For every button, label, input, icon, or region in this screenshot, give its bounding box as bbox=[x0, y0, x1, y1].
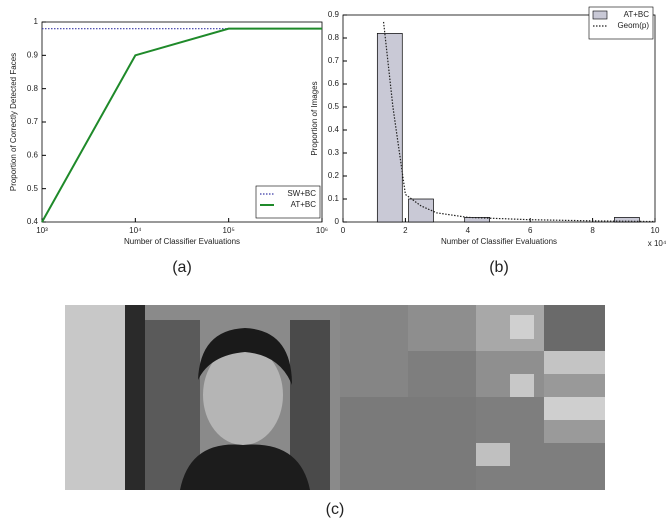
bar bbox=[376, 33, 403, 223]
y-tick-label: 0.5 bbox=[328, 102, 340, 111]
x-tick-label: 4 bbox=[466, 226, 471, 235]
y-axis-label: Proportion of Correctly Detected Faces bbox=[9, 53, 18, 191]
x-tick-label: 10⁴ bbox=[129, 226, 142, 235]
y-tick-label: 0.6 bbox=[27, 150, 39, 159]
x-axis-label: Number of Classifier Evaluations bbox=[124, 237, 240, 246]
caption: (b) bbox=[489, 259, 509, 276]
bar bbox=[408, 198, 434, 223]
caption: (a) bbox=[172, 259, 192, 276]
caption: (c) bbox=[326, 501, 345, 518]
x-tick-label: 6 bbox=[528, 226, 533, 235]
x-multiplier: x 10⁴ bbox=[648, 239, 667, 248]
x-tick-label: 2 bbox=[403, 226, 408, 235]
y-tick-label: 0.7 bbox=[328, 56, 340, 65]
y-tick-label: 0 bbox=[335, 217, 340, 226]
photo-panel bbox=[65, 305, 605, 490]
legend bbox=[255, 185, 321, 219]
x-tick-label: 8 bbox=[590, 226, 595, 235]
y-tick-label: 0.4 bbox=[27, 217, 39, 226]
y-tick-label: 0.3 bbox=[328, 148, 340, 157]
legend-label: Geom(p) bbox=[617, 21, 649, 30]
x-tick-label: 0 bbox=[341, 226, 346, 235]
line bbox=[382, 21, 656, 223]
y-tick-label: 0.2 bbox=[328, 171, 340, 180]
y-tick-label: 0.6 bbox=[328, 79, 340, 88]
y-tick-label: 0.4 bbox=[328, 125, 340, 134]
x-tick-label: 10⁶ bbox=[316, 226, 328, 235]
y-tick-label: 0.9 bbox=[27, 50, 39, 59]
legend-label: SW+BC bbox=[287, 189, 316, 198]
y-axis-label: Proportion of Images bbox=[310, 81, 319, 155]
x-tick-label: 10⁵ bbox=[223, 226, 235, 235]
bar bbox=[614, 217, 640, 223]
bar bbox=[464, 217, 490, 223]
x-tick-label: 10³ bbox=[36, 226, 48, 235]
y-tick-label: 1 bbox=[34, 17, 39, 26]
y-tick-label: 0.1 bbox=[328, 194, 340, 203]
legend-swatch bbox=[592, 10, 608, 20]
y-tick-label: 0.7 bbox=[27, 117, 39, 126]
y-tick-label: 0.8 bbox=[27, 84, 39, 93]
x-axis-label: Number of Classifier Evaluations bbox=[441, 237, 557, 246]
legend-label: AT+BC bbox=[291, 200, 317, 209]
y-tick-label: 0.8 bbox=[328, 33, 340, 42]
chart: 0 0.1 0.2 0.3 0.4 0.5 0.6 0.7 0.8 0.9 0 2 4 6 8 10 Numbe… bbox=[310, 6, 667, 276]
y-tick-label: 0.5 bbox=[27, 184, 39, 193]
x-tick-label: 10 bbox=[651, 226, 660, 235]
legend-label: AT+BC bbox=[624, 10, 650, 19]
line bbox=[41, 27, 322, 223]
chart: 0.4 0.5 0.6 0.7 0.8 0.9 1 10³ 10⁴ 10⁵ 10⁶ Number of… bbox=[9, 17, 328, 276]
y-tick-label: 0.9 bbox=[328, 10, 340, 19]
